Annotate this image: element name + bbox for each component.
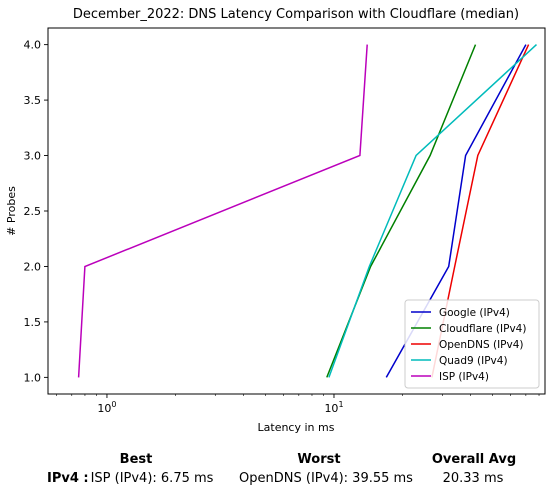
- legend: Google (IPv4) Cloudflare (IPv4) OpenDNS (I…: [404, 299, 540, 389]
- y-tick-label-5: 3.5: [24, 94, 42, 107]
- chart-title: December_2022: DNS Latency Comparison wi…: [73, 7, 519, 22]
- y-tick-label-4: 3.0: [24, 150, 42, 163]
- summary-header-worst: Worst: [297, 452, 341, 467]
- latency-chart: December_2022: DNS Latency Comparison wi…: [5, 7, 546, 434]
- y-tick-label-3: 2.5: [24, 205, 42, 218]
- summary-header-best: Best: [119, 452, 153, 467]
- y-tick-label-0: 1.0: [24, 371, 42, 384]
- y-tick-label-6: 4.0: [24, 39, 42, 52]
- legend-label-4: ISP (IPv4): [439, 371, 489, 383]
- summary-worst-value: OpenDNS (IPv4): 39.55 ms: [239, 471, 413, 486]
- summary-best-value: ISP (IPv4): 6.75 ms: [90, 471, 214, 486]
- summary-table: Best Worst Overall Avg IPv4 : ISP (IPv4)…: [0, 448, 551, 496]
- summary-avg-value: 20.33 ms: [442, 471, 504, 486]
- legend-label-1: Cloudflare (IPv4): [439, 323, 526, 335]
- x-axis-ticks: 100 101: [56, 394, 540, 415]
- legend-label-0: Google (IPv4): [439, 307, 510, 319]
- y-tick-label-1: 1.5: [24, 316, 42, 329]
- x-axis-label: Latency in ms: [258, 421, 335, 434]
- y-tick-label-2: 2.0: [24, 260, 42, 273]
- summary-header-avg: Overall Avg: [431, 452, 517, 467]
- legend-label-3: Quad9 (IPv4): [439, 355, 508, 367]
- y-axis-label: # Probes: [5, 186, 18, 236]
- x-tick-label-0: 100: [97, 400, 116, 415]
- series-line-3: [328, 44, 538, 378]
- legend-box: [404, 299, 540, 389]
- legend-label-2: OpenDNS (IPv4): [439, 339, 524, 351]
- series-line-4: [77, 44, 368, 378]
- summary-row-label: IPv4 :: [47, 471, 89, 486]
- y-axis-ticks: 1.0 1.5 2.0 2.5 3.0 3.5 4.0: [24, 39, 48, 384]
- x-tick-label-1: 101: [324, 400, 343, 415]
